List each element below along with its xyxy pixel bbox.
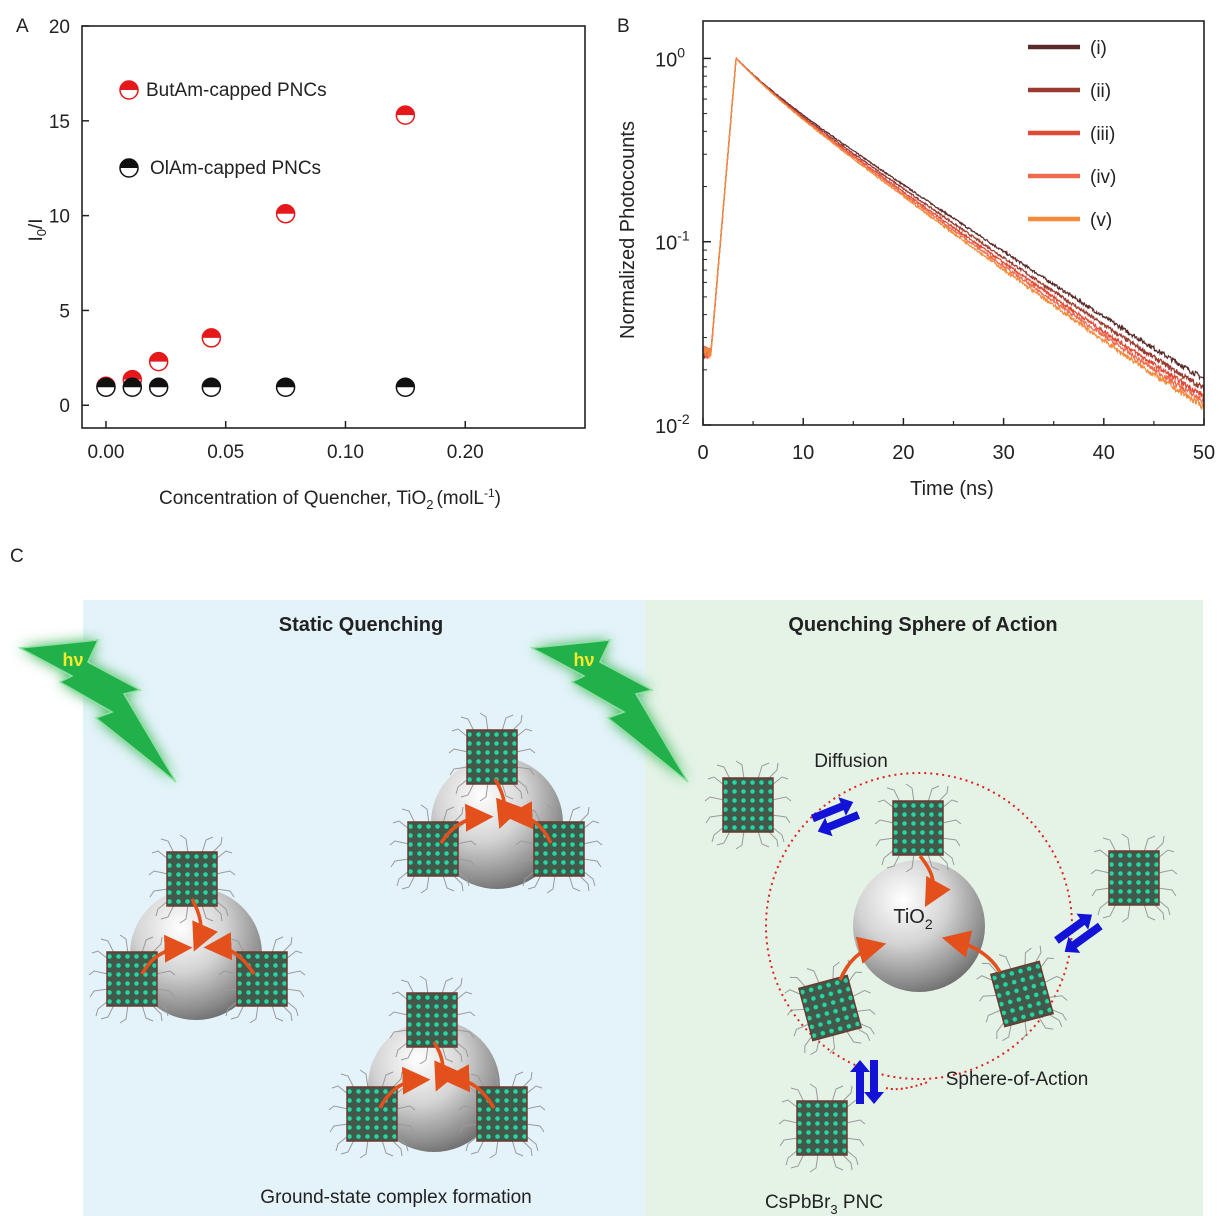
chart-a-legend: ButAm-capped PNCs OlAm-capped PNCs <box>119 80 327 179</box>
chart-a-xlabel: Concentration of Quencher, TiO2 (molL-1) <box>159 486 501 512</box>
chart-a: 0.00 0.05 0.10 0.20 0 5 10 15 20 ButAm-capped PN… <box>26 17 586 512</box>
trace-iii <box>703 56 1204 399</box>
point-olam <box>96 377 116 397</box>
x-tick-label-b: 20 <box>892 442 914 464</box>
legend-label-butam: ButAm-capped PNCs <box>146 80 327 101</box>
x-tick-label-a: 0.00 <box>87 442 124 463</box>
legend-label-b: (v) <box>1090 210 1112 231</box>
transfer-arrow-top <box>918 854 951 908</box>
trace-v <box>703 58 1204 411</box>
point-olam <box>148 377 169 397</box>
x-tick-label-a: 0.20 <box>447 442 484 463</box>
point-olam <box>275 377 296 397</box>
tio2-label: TiO2 <box>893 906 932 932</box>
chart-b-xlabel: Time (ns) <box>910 478 994 500</box>
point-olam <box>201 377 222 397</box>
trace-ii <box>703 57 1204 392</box>
pnc-label: CsPbBr3 PNC <box>765 1192 883 1216</box>
trace-iv <box>703 56 1204 405</box>
trace-i <box>703 57 1204 381</box>
x-tick-label-a: 0.10 <box>327 442 364 463</box>
static-complex-2 <box>389 712 603 894</box>
hv-label-right: hν <box>573 650 594 670</box>
point-butam <box>275 203 296 224</box>
diffusion-label: Diffusion <box>814 751 888 772</box>
exchange-arrows-bottom-icon <box>850 1060 884 1104</box>
y-tick-label-b: 100 <box>655 44 685 71</box>
point-olam <box>395 377 416 397</box>
y-tick-label-b: 10-2 <box>655 411 690 438</box>
point-butam <box>201 328 222 348</box>
y-tick-label-a: 5 <box>59 301 70 322</box>
legend-label-b: (ii) <box>1090 81 1111 102</box>
chart-a-ylabel: I0/I <box>26 218 49 241</box>
chart-a-frame <box>81 25 586 429</box>
legend-label-b: (i) <box>1090 38 1107 59</box>
transfer-arrow-left <box>838 936 887 981</box>
y-tick-label-b: 10-1 <box>655 228 690 255</box>
chart-a-points <box>96 105 416 397</box>
point-butam <box>148 351 169 372</box>
chart-b-ylabel: Normalized Photocounts <box>617 121 639 339</box>
schematic: Static Quenching Quenching Sphere of Act… <box>17 600 1203 1216</box>
y-tick-label-a: 0 <box>59 396 70 417</box>
x-tick-label-b: 0 <box>697 442 708 464</box>
exchange-arrows-right-icon <box>1054 913 1103 953</box>
legend-label-olam: OlAm-capped PNCs <box>150 158 321 179</box>
right-panel-title: Quenching Sphere of Action <box>788 614 1057 636</box>
panel-label-a: A <box>16 16 29 37</box>
legend-label-b: (iv) <box>1090 167 1116 188</box>
legend-label-b: (iii) <box>1090 124 1115 145</box>
y-tick-label-a: 20 <box>49 17 70 38</box>
point-olam <box>122 377 143 397</box>
x-tick-label-b: 50 <box>1193 442 1215 464</box>
left-panel-title: Static Quenching <box>279 614 443 636</box>
left-caption: Ground-state complex formation <box>260 1187 531 1208</box>
x-tick-label-b: 30 <box>992 442 1014 464</box>
panel-label-b: B <box>617 16 630 37</box>
panel-label-c: C <box>10 546 24 567</box>
lightning-bolt-left-icon <box>17 639 177 783</box>
y-tick-label-a: 15 <box>49 112 70 133</box>
x-tick-label-b: 10 <box>792 442 814 464</box>
static-complex-3 <box>328 975 546 1159</box>
chart-b-traces <box>703 56 1204 411</box>
y-tick-label-a: 10 <box>49 207 70 228</box>
x-tick-label-b: 40 <box>1093 442 1115 464</box>
legend-marker-olam <box>119 158 139 178</box>
chart-a-ticks: 0.00 0.05 0.10 0.20 0 5 10 15 20 <box>49 17 484 463</box>
point-butam <box>395 105 416 125</box>
hv-label-left: hν <box>62 650 83 670</box>
legend-marker-butam <box>119 80 139 100</box>
lightning-bolt-right-icon <box>529 639 689 783</box>
chart-b-legend: (i) (ii) (iii) (iv) (v) <box>1028 38 1116 231</box>
static-complex-1 <box>88 834 306 1024</box>
sphere-of-action-label: Sphere-of-Action <box>946 1069 1089 1090</box>
exchange-arrows-top-icon <box>810 797 861 837</box>
chart-b-ticks: 0 10 20 30 40 50 100 10-1 10-2 <box>655 44 1215 464</box>
transfer-arrow-right <box>941 930 1002 973</box>
x-tick-label-a: 0.05 <box>207 442 244 463</box>
